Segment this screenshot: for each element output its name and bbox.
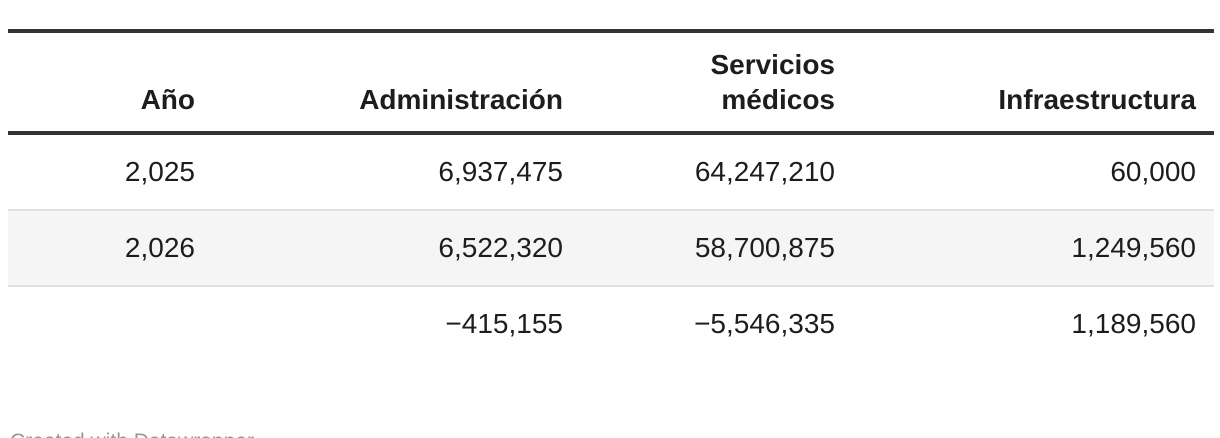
header-cell-administracion: Administración bbox=[359, 84, 563, 115]
datawrapper-attribution-link[interactable]: Created with Datawrapper bbox=[10, 430, 254, 438]
table-body: 2,025 6,937,475 64,247,210 60,000 2,026 … bbox=[8, 133, 1214, 361]
cell-administracion: 6,937,475 bbox=[438, 156, 563, 187]
cell-administracion: −415,155 bbox=[445, 308, 563, 339]
attribution-footer: Created with Datawrapper bbox=[10, 430, 254, 438]
header-cell-infraestructura: Infraestructura bbox=[998, 84, 1196, 115]
cell-year: 2,026 bbox=[124, 232, 195, 263]
cell-year-empty bbox=[8, 286, 195, 361]
cell-servicios-medicos: 64,247,210 bbox=[694, 156, 835, 187]
cell-infraestructura: 60,000 bbox=[1110, 156, 1196, 187]
cell-infraestructura: 1,249,560 bbox=[1071, 232, 1196, 263]
header-cell-ano: Año bbox=[140, 84, 195, 115]
cell-servicios-medicos: 58,700,875 bbox=[694, 232, 835, 263]
data-table: Año Administración Servicios médicos Inf… bbox=[8, 29, 1214, 361]
header-row: Año Administración Servicios médicos Inf… bbox=[8, 31, 1214, 133]
cell-servicios-medicos: −5,546,335 bbox=[694, 308, 835, 339]
table-row-2025: 2,025 6,937,475 64,247,210 60,000 bbox=[8, 133, 1214, 210]
cell-infraestructura: 1,189,560 bbox=[1071, 308, 1196, 339]
cell-administracion: 6,522,320 bbox=[438, 232, 563, 263]
table-header: Año Administración Servicios médicos Inf… bbox=[8, 31, 1214, 133]
table-row-2026: 2,026 6,522,320 58,700,875 1,249,560 bbox=[8, 210, 1214, 286]
datawrapper-table-embed: Año Administración Servicios médicos Inf… bbox=[0, 29, 1220, 438]
header-cell-servicios-medicos: Servicios médicos bbox=[710, 49, 835, 115]
cell-year: 2,025 bbox=[124, 156, 195, 187]
table-row-difference: −415,155 −5,546,335 1,189,560 bbox=[8, 286, 1214, 361]
